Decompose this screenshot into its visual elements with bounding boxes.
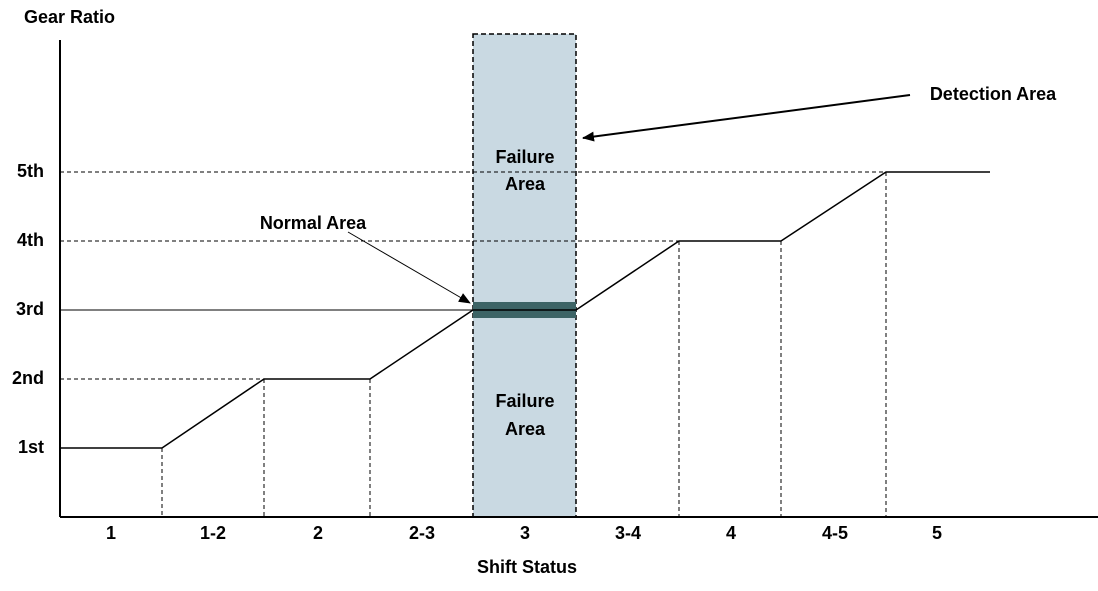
failure-label: Failure: [495, 391, 554, 411]
failure-label: Area: [505, 419, 546, 439]
gear-label: 5th: [17, 161, 44, 181]
failure-label: Area: [505, 174, 546, 194]
shift-label: 2-3: [409, 523, 435, 543]
detection-area-box: [472, 33, 577, 518]
guide-lines: [60, 171, 887, 517]
gear-ratio-line: [60, 171, 990, 449]
shift-label: 3-4: [615, 523, 641, 543]
gear-label: 4th: [17, 230, 44, 250]
normal-area-label: Normal Area: [260, 213, 367, 233]
x-axis-label: Shift Status: [477, 557, 577, 577]
shift-label: 4: [726, 523, 736, 543]
gear-label: 1st: [18, 437, 44, 457]
shift-label: 1-2: [200, 523, 226, 543]
failure-label: Failure: [495, 147, 554, 167]
shift-label: 2: [313, 523, 323, 543]
detection-arrow: [582, 94, 911, 142]
gear-label: 3rd: [16, 299, 44, 319]
detection-area-label: Detection Area: [930, 84, 1057, 104]
shift-label: 4-5: [822, 523, 848, 543]
y-axis-label: Gear Ratio: [24, 7, 115, 27]
normal-arrow: [347, 231, 471, 304]
shift-label: 5: [932, 523, 942, 543]
shift-label: 1: [106, 523, 116, 543]
shift-label: 3: [520, 523, 530, 543]
gear-label: 2nd: [12, 368, 44, 388]
